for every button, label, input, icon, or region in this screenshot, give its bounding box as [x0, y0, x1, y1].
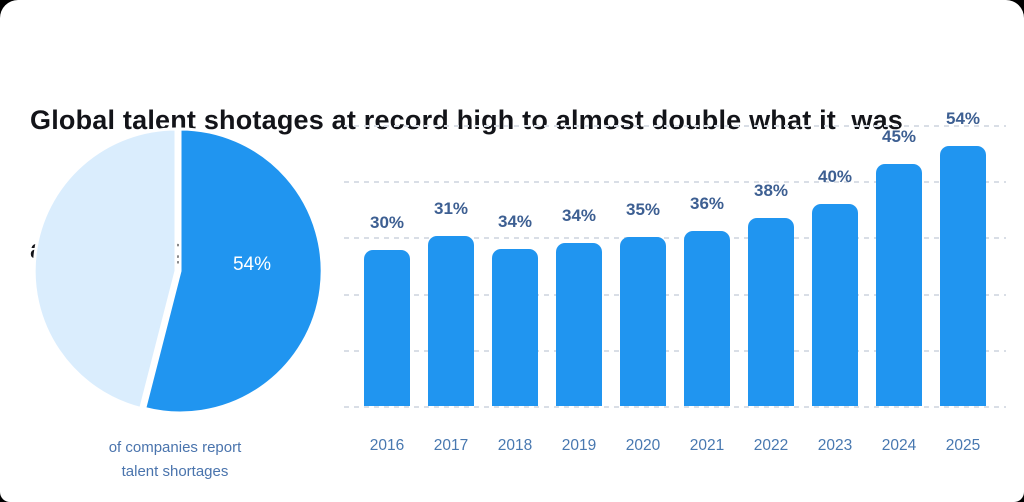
bar-value-label-2024: 45%: [881, 127, 917, 146]
x-axis-label-2021: 2021: [689, 437, 725, 454]
bar-value-label-2019: 34%: [561, 206, 597, 225]
gridline: [344, 181, 1006, 184]
x-axis-label-2023: 2023: [817, 437, 853, 454]
bar-2020: [620, 237, 666, 406]
pie-caption: of companies report talent shortages: [35, 436, 315, 484]
pie-slice-shortage: [143, 127, 324, 415]
bar-value-label-2025: 54%: [945, 109, 981, 128]
x-axis-label-2024: 2024: [881, 437, 917, 454]
gridline: [344, 293, 1006, 296]
bar-chart: 30% 31% 34% 34% 35% 36% 38% 40% 45% 54%: [344, 109, 1006, 408]
bar-2017: [428, 236, 474, 406]
bar-2023: [812, 204, 858, 406]
x-axis-label-2018: 2018: [497, 437, 533, 454]
bar-value-label-2016: 30%: [369, 213, 405, 232]
bar-value-label-2022: 38%: [753, 181, 789, 200]
pie-caption-line-1: of companies report: [108, 439, 242, 456]
bar-2025: [940, 146, 986, 406]
gridline: [344, 349, 1006, 352]
title-line-1: Global talent shotages at record high to…: [30, 105, 904, 135]
pie-value-label: 54%: [233, 254, 271, 275]
x-axis-label-2020: 2020: [625, 437, 661, 454]
bar-2022: [748, 218, 794, 406]
gridline: [344, 125, 1006, 127]
bar-2024: [876, 164, 922, 406]
pie-caption-line-2: talent shortages: [121, 463, 229, 480]
pie-slice-remainder: [32, 127, 178, 410]
bar-value-label-2021: 36%: [689, 194, 725, 213]
x-axis-label-2017: 2017: [433, 437, 469, 454]
gridline: [344, 406, 1006, 408]
bar-2018: [492, 249, 538, 406]
bar-value-label-2020: 35%: [625, 200, 661, 219]
bar-value-label-2017: 31%: [433, 199, 469, 218]
x-axis-label-2016: 2016: [369, 437, 405, 454]
x-axis-label-2025: 2025: [945, 437, 981, 454]
pie-chart: 54%: [32, 127, 324, 415]
x-axis-label-2019: 2019: [561, 437, 597, 454]
bar-chart-x-axis: 2016 2017 2018 2019 2020 2021 2022 2023 2024 2025: [344, 437, 1006, 457]
bar-2019: [556, 243, 602, 406]
x-axis-label-2022: 2022: [753, 437, 789, 454]
bar-value-label-2023: 40%: [817, 167, 853, 186]
bar-2016: [364, 250, 410, 406]
bar-2021: [684, 231, 730, 406]
bar-value-label-2018: 34%: [497, 212, 533, 231]
gridline: [344, 237, 1006, 240]
